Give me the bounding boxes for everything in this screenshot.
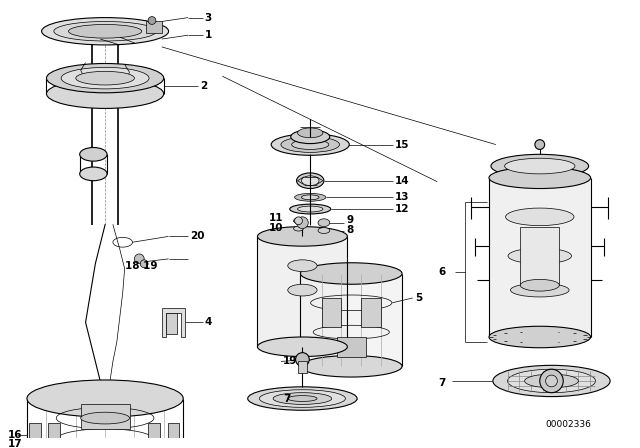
Ellipse shape	[300, 356, 402, 377]
Text: 13: 13	[396, 192, 410, 202]
Text: 11: 11	[269, 213, 284, 223]
Ellipse shape	[520, 280, 559, 291]
Text: 15: 15	[396, 140, 410, 150]
Ellipse shape	[491, 154, 589, 178]
Text: 8: 8	[346, 224, 354, 235]
Ellipse shape	[294, 194, 326, 201]
Circle shape	[540, 369, 563, 393]
Ellipse shape	[27, 380, 183, 417]
Ellipse shape	[61, 67, 149, 89]
Circle shape	[140, 260, 148, 267]
Ellipse shape	[248, 387, 357, 410]
Bar	[298, 362, 307, 373]
Ellipse shape	[301, 195, 319, 200]
Bar	[146, 22, 162, 33]
Bar	[49, 423, 60, 440]
Ellipse shape	[288, 284, 317, 296]
Ellipse shape	[301, 176, 319, 185]
Text: 1: 1	[205, 30, 212, 40]
Ellipse shape	[47, 64, 164, 93]
Ellipse shape	[296, 173, 324, 189]
Text: 12: 12	[396, 204, 410, 214]
Text: 17: 17	[8, 439, 22, 448]
Ellipse shape	[294, 226, 303, 231]
Ellipse shape	[47, 79, 164, 108]
Circle shape	[294, 217, 303, 224]
Bar	[166, 313, 177, 334]
Bar	[257, 237, 348, 347]
Ellipse shape	[288, 260, 317, 271]
Bar	[300, 274, 402, 366]
Ellipse shape	[27, 446, 183, 448]
Ellipse shape	[80, 147, 107, 161]
Circle shape	[148, 17, 156, 25]
Ellipse shape	[506, 208, 574, 226]
Text: 3: 3	[205, 13, 212, 22]
Ellipse shape	[508, 248, 572, 264]
Bar	[322, 298, 342, 327]
Ellipse shape	[257, 227, 348, 246]
Ellipse shape	[54, 22, 156, 41]
Ellipse shape	[281, 137, 340, 152]
Text: 5: 5	[415, 293, 422, 303]
Ellipse shape	[489, 326, 591, 348]
Text: 7: 7	[283, 393, 291, 404]
Bar	[361, 298, 381, 327]
Text: 4: 4	[205, 317, 212, 327]
Ellipse shape	[493, 365, 610, 396]
Ellipse shape	[511, 283, 569, 297]
Bar	[489, 178, 591, 337]
Ellipse shape	[68, 25, 141, 38]
Ellipse shape	[318, 228, 330, 233]
Ellipse shape	[42, 17, 168, 45]
Ellipse shape	[504, 158, 575, 174]
Ellipse shape	[294, 218, 303, 224]
Ellipse shape	[508, 369, 595, 393]
Circle shape	[546, 375, 557, 387]
Bar	[337, 337, 366, 357]
Ellipse shape	[292, 140, 329, 150]
Text: 14: 14	[396, 176, 410, 186]
Ellipse shape	[291, 130, 330, 144]
Circle shape	[296, 217, 308, 228]
Bar	[168, 423, 179, 440]
Text: 20: 20	[190, 231, 205, 241]
Ellipse shape	[257, 337, 348, 357]
Ellipse shape	[80, 167, 107, 181]
Bar	[81, 405, 129, 429]
Text: 18 19: 18 19	[125, 261, 157, 271]
Circle shape	[134, 254, 144, 264]
Ellipse shape	[298, 206, 323, 212]
Circle shape	[296, 353, 309, 366]
Text: 9: 9	[346, 215, 353, 225]
Ellipse shape	[298, 128, 323, 138]
Text: 7: 7	[438, 378, 445, 388]
Ellipse shape	[489, 167, 591, 189]
Ellipse shape	[525, 374, 579, 388]
Bar	[148, 423, 160, 440]
Ellipse shape	[259, 390, 346, 407]
Text: 10: 10	[269, 223, 284, 233]
Ellipse shape	[273, 393, 332, 405]
Bar	[520, 227, 559, 285]
Text: 19: 19	[283, 357, 297, 366]
Ellipse shape	[81, 412, 129, 424]
Text: 00002336: 00002336	[546, 420, 591, 430]
Ellipse shape	[300, 263, 402, 284]
Ellipse shape	[290, 204, 331, 214]
Polygon shape	[162, 308, 185, 337]
Ellipse shape	[288, 396, 317, 401]
Text: 16: 16	[8, 430, 22, 439]
Text: 6: 6	[438, 267, 445, 276]
Bar	[29, 423, 40, 440]
Circle shape	[535, 140, 545, 150]
Ellipse shape	[318, 219, 330, 227]
Ellipse shape	[271, 134, 349, 155]
Ellipse shape	[76, 71, 134, 85]
Text: 2: 2	[200, 81, 207, 91]
